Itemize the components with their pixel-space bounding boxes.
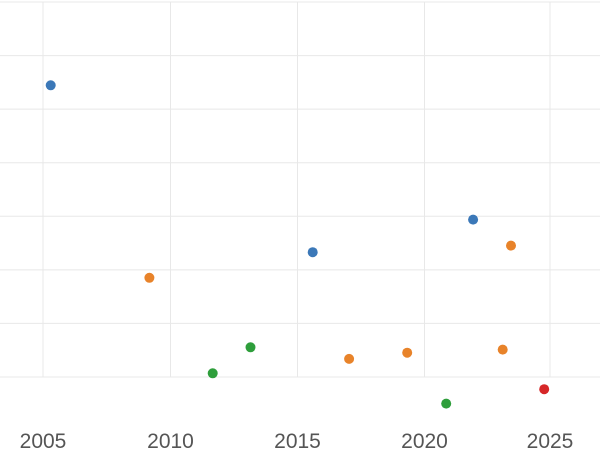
svg-text:2025: 2025 <box>527 430 574 450</box>
svg-text:2005: 2005 <box>20 430 67 450</box>
svg-text:2010: 2010 <box>147 430 194 450</box>
svg-text:2020: 2020 <box>401 430 448 450</box>
svg-text:2015: 2015 <box>274 430 321 450</box>
